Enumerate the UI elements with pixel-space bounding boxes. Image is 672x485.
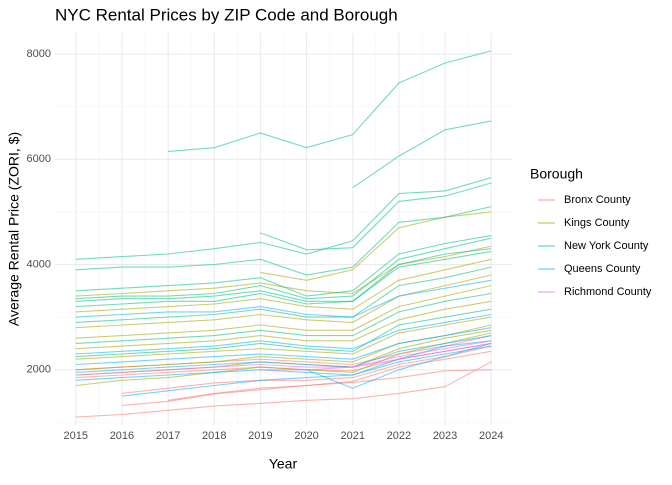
series-line — [352, 120, 492, 189]
series-line — [75, 266, 492, 323]
chart-title: NYC Rental Prices by ZIP Code and Boroug… — [55, 5, 398, 24]
x-tick-label: 2020 — [294, 430, 318, 442]
series-line — [260, 340, 492, 371]
series-line — [75, 206, 492, 276]
series-line — [75, 177, 492, 260]
y-tick-label: 2000 — [27, 364, 51, 376]
x-tick-label: 2021 — [341, 430, 365, 442]
series-line — [168, 350, 492, 401]
series-line — [75, 237, 492, 300]
series-line — [75, 258, 492, 313]
series-line — [75, 308, 492, 358]
series-line — [306, 342, 492, 389]
series-line — [75, 274, 492, 329]
lines — [75, 50, 492, 418]
series-line — [75, 292, 492, 344]
series-line — [75, 279, 492, 318]
x-tick-label: 2023 — [433, 430, 457, 442]
series-line — [75, 345, 492, 381]
series-line — [75, 300, 492, 350]
legend-label: Kings County — [564, 217, 630, 229]
series-line — [260, 211, 492, 281]
series-line — [75, 316, 492, 360]
series-line — [121, 345, 492, 394]
series-line — [75, 361, 492, 418]
series-line — [121, 340, 492, 397]
legend-label: Queens County — [564, 263, 641, 275]
legend-label: Richmond County — [564, 286, 652, 298]
x-tick-label: 2016 — [110, 430, 134, 442]
series-line — [75, 250, 492, 308]
series-line — [75, 335, 492, 373]
x-tick-label: 2022 — [387, 430, 411, 442]
legend-label: New York County — [564, 240, 649, 252]
x-tick-label: 2015 — [64, 430, 88, 442]
series-line — [75, 332, 492, 387]
series-line — [75, 235, 492, 297]
legend-title: Borough — [530, 166, 583, 182]
x-tick-label: 2019 — [248, 430, 272, 442]
series-line — [260, 182, 492, 251]
y-tick-label: 6000 — [27, 153, 51, 165]
series-line — [75, 342, 492, 376]
y-tick-label: 8000 — [27, 48, 51, 60]
y-tick-label: 4000 — [27, 258, 51, 270]
series-line — [75, 285, 492, 339]
series-line — [75, 248, 492, 302]
series-line — [168, 50, 492, 152]
series-line — [75, 327, 492, 366]
x-tick-label: 2018 — [202, 430, 226, 442]
series-line — [75, 313, 492, 355]
x-tick-label: 2017 — [156, 430, 180, 442]
x-tick-label: 2024 — [479, 430, 503, 442]
x-axis-title: Year — [269, 456, 298, 472]
y-axis-title: Average Rental Price (ZORI, $) — [6, 132, 22, 326]
legend-label: Bronx County — [564, 194, 631, 206]
